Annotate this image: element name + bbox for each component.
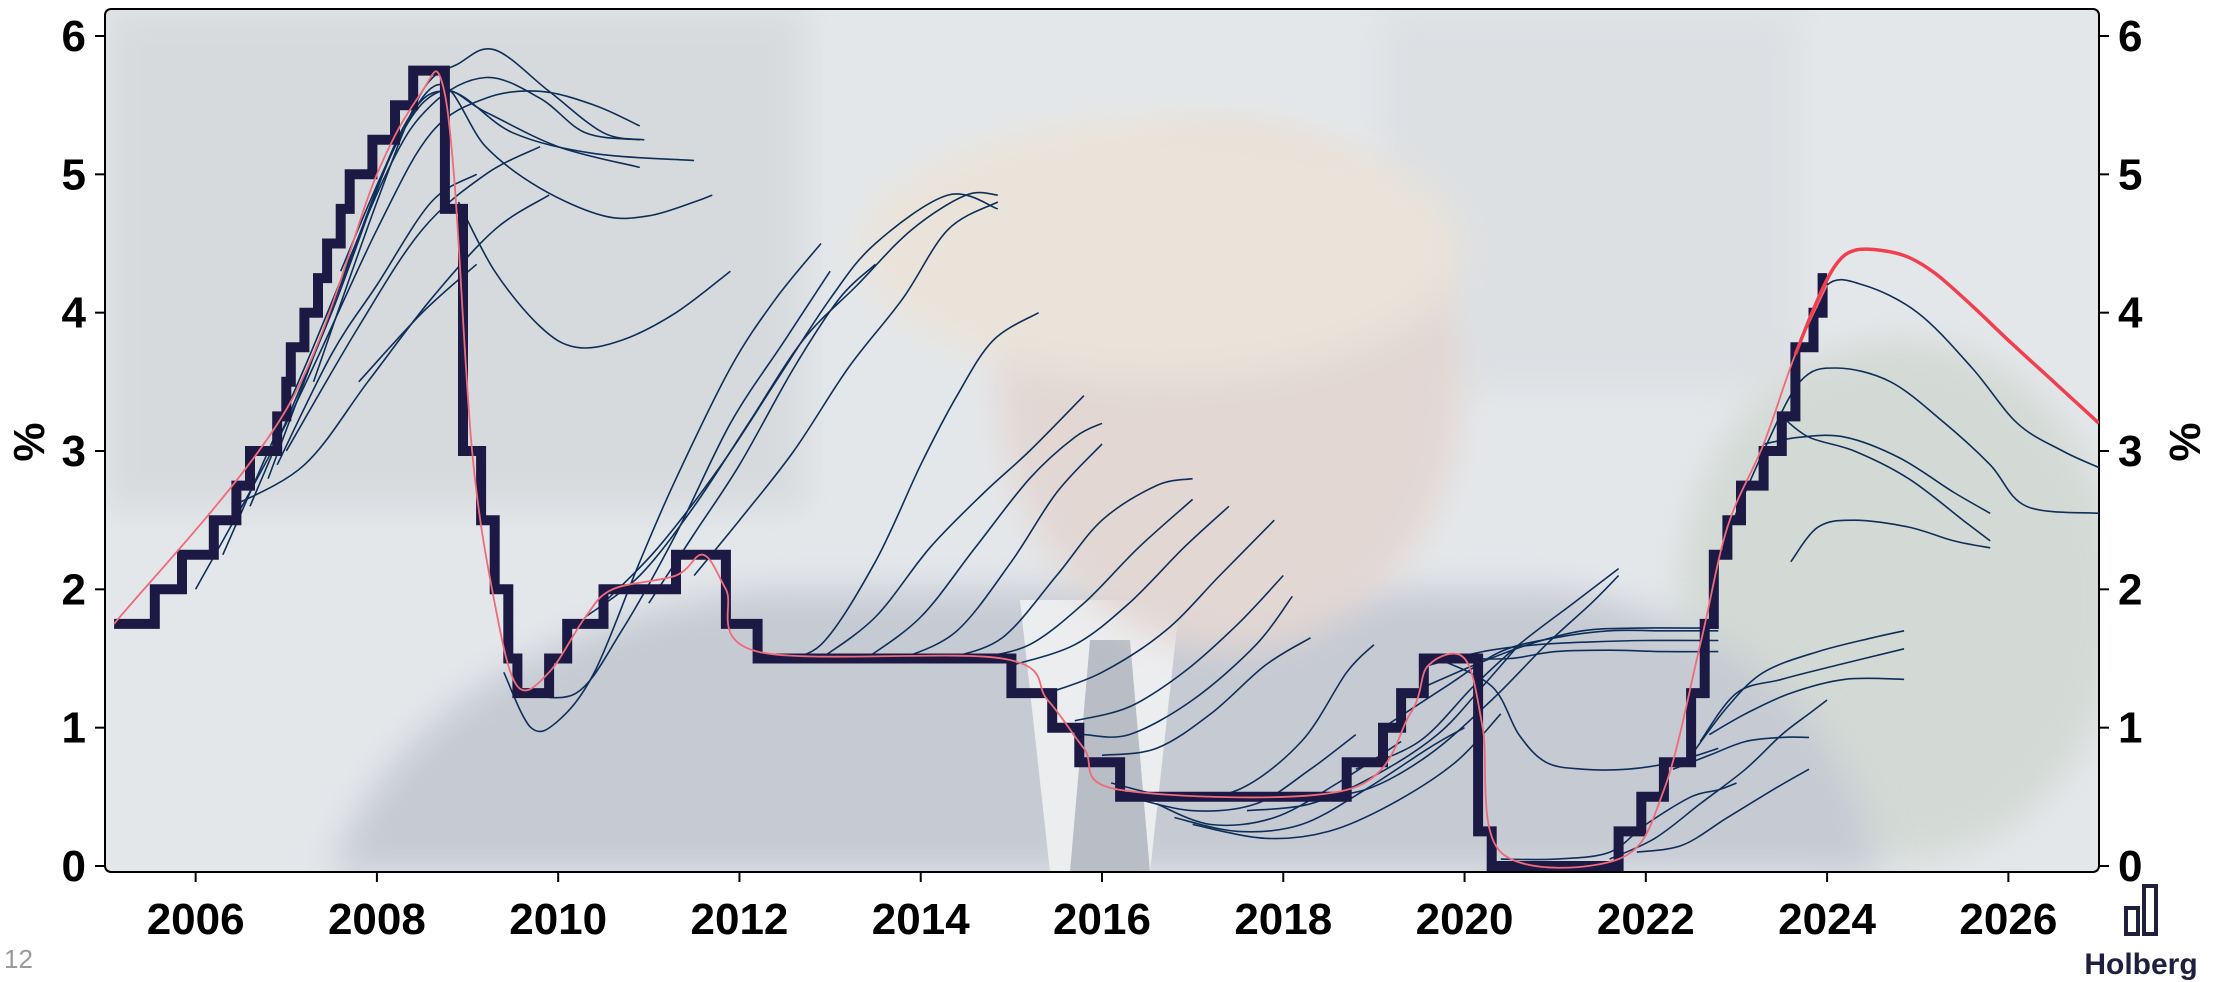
x-tick-label-2016: 2016 bbox=[1053, 895, 1151, 944]
forecast-path-40 bbox=[1455, 649, 1719, 660]
forecast-path-16 bbox=[648, 263, 876, 604]
forecast-path-32 bbox=[1174, 727, 1465, 833]
x-tick-label-2008: 2008 bbox=[328, 895, 426, 944]
forecast-path-33 bbox=[1192, 713, 1502, 840]
x-tick-label-2024: 2024 bbox=[1778, 895, 1876, 944]
x-tick-label-2006: 2006 bbox=[147, 895, 245, 944]
realized-rate-thin-line bbox=[113, 70, 1828, 869]
forecast-path-53 bbox=[1799, 278, 2099, 469]
x-tick-label-2026: 2026 bbox=[1959, 895, 2057, 944]
policy-rate-step-line bbox=[114, 65, 1828, 871]
forecast-path-44 bbox=[1636, 768, 1810, 853]
forecast-path-37 bbox=[1382, 629, 1719, 729]
logo-text: Holberg bbox=[2084, 948, 2198, 981]
y-axis-title-left: % bbox=[5, 422, 54, 461]
axes: 2006 2008 2010 2012 2014 2016 2018 2020 2022 2024… bbox=[62, 12, 2143, 944]
forecast-paths bbox=[194, 47, 2099, 861]
y-tick-label-right-5: 5 bbox=[2118, 150, 2142, 199]
x-tick-label-2012: 2012 bbox=[691, 895, 789, 944]
forecast-path-23 bbox=[974, 498, 1194, 660]
y-tick-label-right-2: 2 bbox=[2118, 565, 2142, 614]
y-axis-title-right: % bbox=[2160, 422, 2209, 461]
y-tick-label-right-1: 1 bbox=[2118, 704, 2142, 753]
forecast-path-15 bbox=[602, 193, 999, 604]
forecast-path-43 bbox=[1609, 699, 1828, 860]
logo-bars-icon bbox=[2124, 884, 2158, 936]
forecast-path-17 bbox=[693, 201, 999, 577]
forecast-path-25 bbox=[1047, 519, 1275, 694]
forecast-path-45 bbox=[1672, 736, 1810, 770]
y-tick-label-right-3: 3 bbox=[2118, 427, 2142, 476]
x-tick-label-2022: 2022 bbox=[1597, 895, 1695, 944]
forecast-path-21 bbox=[902, 443, 1103, 660]
forecast-path-35 bbox=[1301, 574, 1620, 798]
forecast-path-8 bbox=[285, 145, 541, 452]
forecast-path-46 bbox=[1690, 630, 1905, 756]
forecast-path-49 bbox=[1726, 367, 2099, 535]
forecast-path-36 bbox=[1355, 567, 1620, 770]
forecast-path-27 bbox=[1101, 637, 1311, 757]
forecast-path-6 bbox=[339, 83, 713, 272]
y-tick-label-left-4: 4 bbox=[62, 289, 87, 338]
forecast-path-22 bbox=[947, 477, 1193, 660]
x-tick-label-2020: 2020 bbox=[1416, 895, 1514, 944]
forecast-path-48 bbox=[1708, 677, 1905, 736]
y-tick-label-left-2: 2 bbox=[62, 565, 86, 614]
holberg-logo: Holberg bbox=[2076, 880, 2206, 981]
y-tick-label-left-5: 5 bbox=[62, 150, 86, 199]
forecast-path-30 bbox=[1129, 733, 1357, 812]
forecast-path-51 bbox=[1781, 415, 1991, 542]
x-tick-label-2018: 2018 bbox=[1234, 895, 1332, 944]
y-tick-label-left-6: 6 bbox=[62, 12, 86, 61]
forecast-path-24 bbox=[1011, 505, 1230, 667]
latest-forecast-line bbox=[1793, 247, 2099, 425]
forecast-path-12 bbox=[503, 242, 822, 733]
forecast-path-11 bbox=[457, 201, 731, 349]
forecast-path-7 bbox=[276, 173, 478, 466]
y-tick-label-left-1: 1 bbox=[62, 704, 86, 753]
forecast-path-52 bbox=[1790, 519, 1991, 563]
forecast-path-39 bbox=[1428, 639, 1719, 667]
y-tick-label-right-0: 0 bbox=[2118, 842, 2142, 891]
forecast-path-20 bbox=[865, 422, 1103, 660]
forecast-path-47 bbox=[1699, 648, 1905, 742]
forecast-path-18 bbox=[775, 312, 1040, 660]
forecast-path-19 bbox=[820, 395, 1085, 660]
forecast-path-26 bbox=[1074, 574, 1284, 722]
forecast-path-38 bbox=[1409, 627, 1719, 694]
forecast-path-9 bbox=[231, 194, 550, 507]
y-tick-label-right-4: 4 bbox=[2118, 289, 2143, 338]
x-tick-label-2010: 2010 bbox=[509, 895, 607, 944]
forecast-path-5 bbox=[312, 47, 645, 383]
latest-forecast-layer bbox=[113, 70, 2099, 869]
y-tick-label-right-6: 6 bbox=[2118, 12, 2142, 61]
y-tick-label-left-3: 3 bbox=[62, 427, 86, 476]
page-number: 12 bbox=[4, 944, 33, 974]
policy-rate-series bbox=[114, 65, 1828, 871]
x-tick-label-2014: 2014 bbox=[872, 895, 970, 944]
forecast-path-28 bbox=[1083, 595, 1293, 738]
forecast-path-31 bbox=[1156, 740, 1402, 827]
forecast-path-2 bbox=[222, 76, 640, 556]
y-tick-label-left-0: 0 bbox=[62, 842, 86, 891]
forecast-path-50 bbox=[1763, 434, 1991, 514]
